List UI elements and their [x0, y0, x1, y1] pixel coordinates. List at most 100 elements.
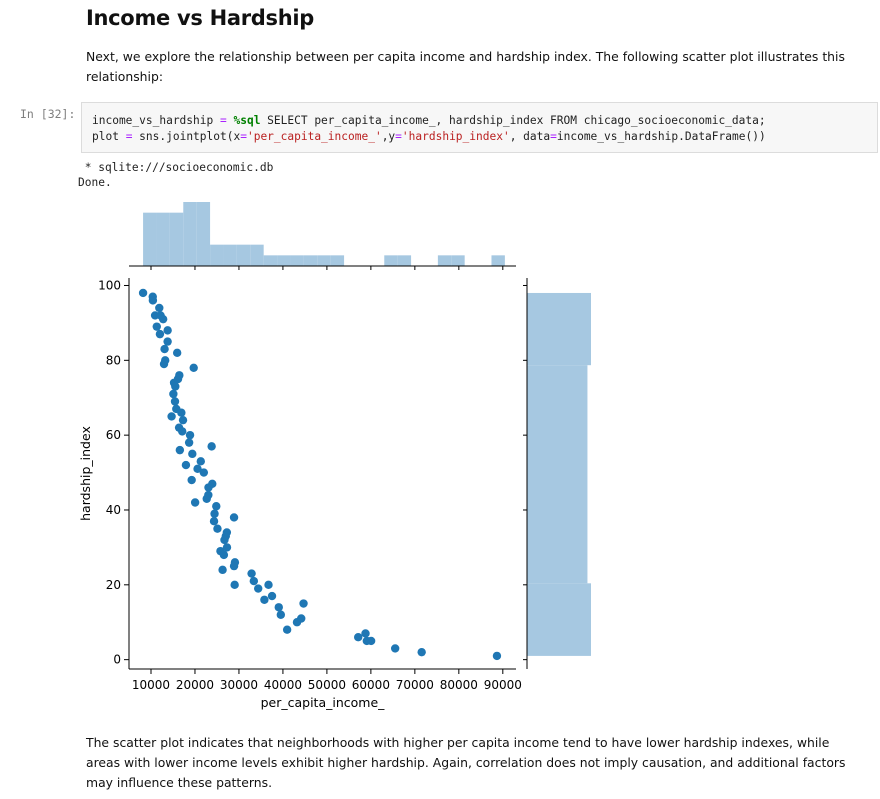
y-tick-label: 60: [106, 428, 121, 442]
y-tick-label: 20: [106, 578, 121, 592]
code-token: ,y: [381, 130, 396, 143]
code-token: income_vs_hardship: [92, 114, 220, 127]
output-done-line: Done.: [78, 176, 112, 189]
scatter-point: [417, 647, 426, 657]
x-histogram-bar: [384, 255, 398, 266]
scatter-point: [209, 517, 219, 526]
conclusion-paragraph: The scatter plot indicates that neighbor…: [86, 735, 846, 790]
scatter-point: [267, 591, 277, 601]
code-token: =: [125, 130, 133, 143]
scatter-point: [230, 580, 239, 590]
scatter-point: [189, 363, 198, 372]
code-token: plot: [92, 130, 126, 143]
y-axis-label: hardship_index: [78, 426, 93, 521]
intro-paragraph: Next, we explore the relationship betwee…: [86, 49, 845, 84]
code-token: %sql: [233, 114, 261, 127]
scatter-point: [181, 460, 191, 470]
output-sqlite-line: * sqlite:///socioeconomic.db: [78, 161, 274, 174]
scatter-point: [138, 288, 148, 298]
x-histogram-bar: [169, 212, 184, 266]
scatter-point: [178, 415, 188, 425]
x-histogram-bar: [397, 255, 412, 266]
scatter-point: [219, 550, 229, 560]
x-histogram-bar: [210, 244, 224, 266]
x-histogram-bar: [223, 244, 237, 266]
code-token: , data: [509, 130, 551, 143]
scatter-point: [276, 610, 286, 619]
y-histogram-bar: [527, 365, 588, 584]
scatter-point: [158, 314, 168, 324]
x-tick-label: 70000: [396, 678, 434, 692]
scatter-point: [187, 475, 196, 485]
scatter-point: [188, 449, 197, 459]
x-tick-label: 90000: [484, 678, 522, 692]
code-token: sns.jointplot(x: [132, 130, 241, 143]
code-token: 'hardship_index': [401, 130, 510, 143]
scatter-point: [190, 498, 200, 507]
scatter-point: [177, 408, 186, 417]
scatter-point: [492, 651, 502, 661]
y-tick-label: 80: [106, 353, 121, 367]
scatter-point: [354, 632, 363, 642]
scatter-point: [207, 442, 216, 451]
code-cell[interactable]: income_vs_hardship = %sql SELECT per_cap…: [81, 102, 878, 153]
x-tick-label: 40000: [264, 678, 302, 692]
scatter-point: [390, 644, 400, 653]
scatter-point: [230, 558, 240, 567]
x-tick-label: 50000: [308, 678, 346, 692]
scatter-point: [148, 296, 158, 305]
scatter-point: [163, 326, 172, 335]
x-histogram-bar: [277, 255, 291, 266]
scatter-point: [282, 625, 292, 634]
scatter-point: [167, 412, 176, 421]
code-token: =: [550, 130, 557, 143]
scatter-point: [218, 565, 227, 575]
scatter-point: [170, 397, 180, 406]
code-line-2[interactable]: plot = sns.jointplot(x='per_capita_incom…: [92, 130, 766, 143]
code-token: =: [240, 130, 247, 143]
x-tick-label: 30000: [220, 678, 258, 692]
scatter-point: [213, 524, 222, 533]
scatter-point: [212, 502, 221, 511]
y-histogram-bar: [527, 583, 591, 656]
scatter-point: [185, 430, 195, 440]
x-histogram-bar: [143, 212, 157, 266]
scatter-point: [247, 569, 256, 578]
scatter-point: [175, 371, 184, 380]
scatter-point: [299, 599, 308, 608]
scatter-point: [160, 356, 170, 365]
y-tick-label: 100: [98, 278, 121, 292]
code-line-1[interactable]: income_vs_hardship = %sql SELECT per_cap…: [92, 114, 766, 127]
scatter-point: [208, 479, 217, 488]
x-histogram-bar: [290, 255, 304, 266]
scatter-point: [210, 509, 219, 518]
x-tick-label: 80000: [440, 678, 478, 692]
x-histogram-bar: [317, 255, 331, 266]
scatter-point: [152, 322, 161, 331]
scatter-point: [222, 543, 232, 552]
x-histogram-bar: [491, 255, 505, 266]
scatter-point: [260, 595, 269, 604]
scatter-point: [361, 629, 370, 638]
scatter-point: [155, 303, 164, 313]
scatter-point: [175, 445, 185, 455]
scatter-point: [196, 457, 205, 466]
x-histogram-bar: [437, 255, 452, 266]
x-histogram-bar: [303, 255, 318, 266]
section-heading: Income vs Hardship: [86, 6, 314, 30]
scatter-point: [229, 513, 239, 522]
code-token: 'per_capita_income_': [246, 130, 382, 143]
x-histogram-bar: [156, 212, 170, 266]
code-token: income_vs_hardship.DataFrame()): [556, 130, 766, 143]
x-histogram-bar: [250, 244, 264, 266]
scatter-point: [264, 580, 273, 590]
x-tick-label: 10000: [132, 678, 170, 692]
scatter-point: [178, 427, 187, 436]
x-tick-label: 60000: [352, 678, 390, 692]
x-axis-label: per_capita_income_: [261, 695, 386, 710]
x-histogram-bar: [330, 255, 345, 266]
x-histogram-bar: [236, 244, 251, 266]
code-token: SELECT per_capita_income_, hardship_inde…: [260, 114, 766, 127]
code-token: =: [219, 114, 227, 127]
scatter-point: [169, 389, 178, 399]
